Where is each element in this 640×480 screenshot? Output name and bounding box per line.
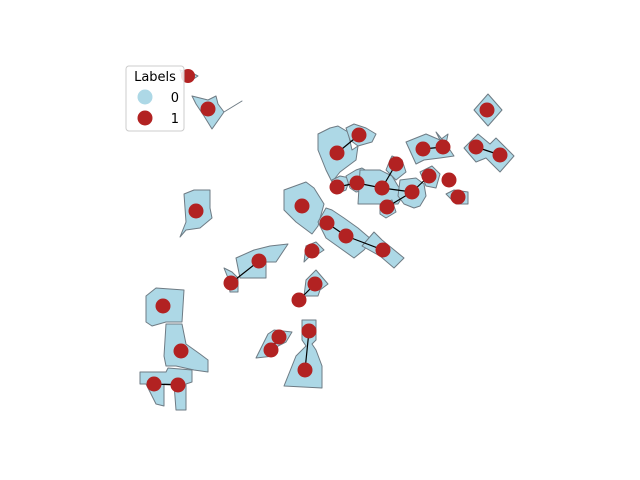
node [173,343,189,359]
node [307,276,323,292]
node [297,362,313,378]
region [191,95,243,130]
node [170,377,186,393]
node [251,253,267,269]
node [271,329,287,345]
node [388,156,404,172]
regions [139,69,515,411]
node [294,198,310,214]
node [421,168,437,184]
node [479,102,495,118]
node [441,172,457,188]
node [319,215,335,231]
nodes [146,69,508,393]
node [188,203,204,219]
node [375,242,391,258]
node [468,139,484,155]
node [263,342,279,358]
node [329,145,345,161]
node [338,228,354,244]
legend-title: Labels [134,70,176,85]
node [492,147,508,163]
node [435,139,451,155]
legend-label-1: 1 [171,112,179,127]
node [404,184,420,200]
legend-swatch-1 [137,110,153,126]
node [351,127,367,143]
node [374,180,390,196]
legend-swatch-0 [137,89,153,105]
node [379,199,395,215]
legend: Labels 0 1 [125,65,185,132]
node [291,292,307,308]
node [304,243,320,259]
node [301,323,317,339]
node [415,141,431,157]
legend-label-0: 0 [171,91,179,106]
node [450,189,466,205]
node [200,101,216,117]
node [329,179,345,195]
node [155,298,171,314]
node [146,376,162,392]
node [223,275,239,291]
node [349,175,365,191]
